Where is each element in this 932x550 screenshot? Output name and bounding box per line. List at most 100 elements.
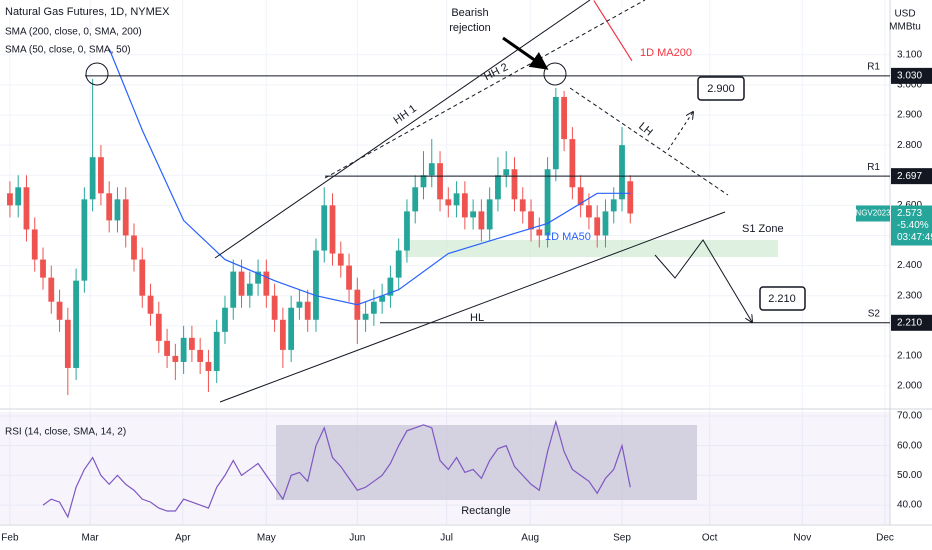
candle-body bbox=[230, 271, 237, 308]
arrow bbox=[502, 36, 549, 70]
rsi-title: RSI (14, close, SMA, 14, 2) bbox=[5, 427, 126, 438]
arrow bbox=[667, 112, 693, 151]
price-tag bbox=[891, 205, 932, 246]
candle-body bbox=[321, 205, 328, 251]
candle-body bbox=[387, 277, 394, 296]
candle-body bbox=[81, 199, 88, 281]
candle-body bbox=[89, 157, 96, 200]
trend-line bbox=[324, 0, 646, 179]
candle-body bbox=[263, 271, 270, 296]
target: 2.900 bbox=[707, 83, 735, 95]
s1-zone bbox=[405, 240, 778, 257]
candle-body bbox=[337, 253, 344, 266]
candle-body bbox=[288, 307, 295, 350]
x-tick-label: Sep bbox=[613, 533, 631, 544]
y-tick-label: 70.00 bbox=[897, 411, 922, 422]
y-tick-label: 2.400 bbox=[897, 260, 922, 271]
candle-body bbox=[420, 175, 427, 188]
candle-body bbox=[172, 355, 179, 362]
candle-body bbox=[362, 313, 369, 320]
price-tag-label: -5.40% bbox=[897, 220, 929, 231]
price-tag bbox=[891, 67, 932, 84]
candle-body bbox=[296, 301, 303, 308]
candle-body bbox=[412, 187, 419, 212]
candle-body bbox=[73, 280, 79, 368]
candle-body bbox=[197, 349, 204, 362]
level-label: R1 bbox=[867, 62, 880, 73]
candle-body bbox=[48, 277, 55, 302]
candle-body bbox=[271, 295, 278, 320]
candle-body bbox=[594, 217, 601, 236]
candle-body bbox=[379, 295, 386, 302]
candle-body bbox=[486, 199, 493, 230]
candle-body bbox=[40, 259, 46, 278]
candle-body bbox=[602, 211, 609, 236]
circle bbox=[85, 62, 109, 86]
x-tick-label: Apr bbox=[175, 533, 191, 544]
moving-average bbox=[593, 0, 633, 62]
price-tag-label: 3.030 bbox=[897, 71, 922, 82]
drawings bbox=[85, 0, 806, 403]
candle-body bbox=[536, 229, 543, 236]
plot bbox=[7, 0, 634, 519]
candle-body bbox=[98, 157, 104, 194]
y-tick-label: 2.800 bbox=[897, 140, 922, 151]
trend-line bbox=[219, 211, 726, 403]
candle-body bbox=[114, 199, 121, 221]
y-tick-label: 3.100 bbox=[897, 49, 922, 60]
rsi-band bbox=[0, 412, 890, 524]
x-tick-label: Jun bbox=[349, 533, 365, 544]
candle-body bbox=[511, 169, 518, 200]
candle-body bbox=[346, 265, 352, 290]
rsi-box-label: Rectangle bbox=[461, 505, 511, 517]
price-tag-label: 2.210 bbox=[897, 317, 922, 328]
chart-title: Natural Gas Futures, 1D, NYMEX bbox=[5, 6, 170, 18]
candle-body bbox=[304, 301, 311, 320]
annotation: HL bbox=[470, 312, 484, 324]
y-tick-label: 2.100 bbox=[897, 351, 922, 362]
candle-body bbox=[519, 199, 526, 212]
annotation: S1 Zone bbox=[742, 223, 784, 235]
y-tick-label: 60.00 bbox=[897, 440, 922, 451]
candle-body bbox=[122, 199, 129, 236]
ma-label: 1D MA50 bbox=[545, 231, 591, 243]
candle-body bbox=[453, 193, 460, 206]
candle-body bbox=[189, 337, 195, 350]
unit: USD bbox=[894, 9, 915, 20]
moving-average bbox=[108, 48, 631, 306]
target: 2.210 bbox=[768, 293, 796, 305]
candle-body bbox=[313, 250, 319, 320]
legend-line: SMA (50, close, 0, SMA, 50) bbox=[5, 45, 131, 56]
y-tick-label: 50.00 bbox=[897, 470, 922, 481]
candle-body bbox=[279, 319, 286, 350]
candle-body bbox=[64, 319, 71, 368]
candle-body bbox=[586, 205, 592, 218]
candle-body bbox=[395, 250, 402, 278]
circle bbox=[543, 62, 567, 86]
candle-body bbox=[15, 187, 22, 206]
candle-body bbox=[180, 337, 187, 362]
rsi-rectangle bbox=[276, 425, 697, 500]
unit: MMBtu bbox=[889, 22, 921, 33]
x-tick-label: Oct bbox=[702, 533, 718, 544]
candle-body bbox=[238, 271, 245, 296]
candle-body bbox=[147, 295, 154, 314]
candle-body bbox=[503, 169, 510, 176]
candle-body bbox=[561, 96, 568, 140]
candle-body bbox=[23, 187, 30, 230]
x-tick-label: Aug bbox=[521, 533, 539, 544]
y-tick-label: 2.900 bbox=[897, 110, 922, 121]
candle-body bbox=[246, 283, 253, 296]
x-tick-label: Nov bbox=[793, 533, 811, 544]
candle-body bbox=[31, 229, 38, 260]
candle-body bbox=[139, 259, 146, 296]
candle-body bbox=[428, 163, 435, 176]
symbol-tag-label: NGV2023 bbox=[855, 209, 891, 218]
candle-body bbox=[627, 181, 634, 214]
candle-body bbox=[445, 199, 452, 206]
legend-line: SMA (200, close, 0, SMA, 200) bbox=[5, 27, 142, 38]
y-tick-label: 2.000 bbox=[897, 381, 922, 392]
price-tag-label: 2.573 bbox=[897, 208, 922, 219]
candle-body bbox=[329, 205, 336, 254]
